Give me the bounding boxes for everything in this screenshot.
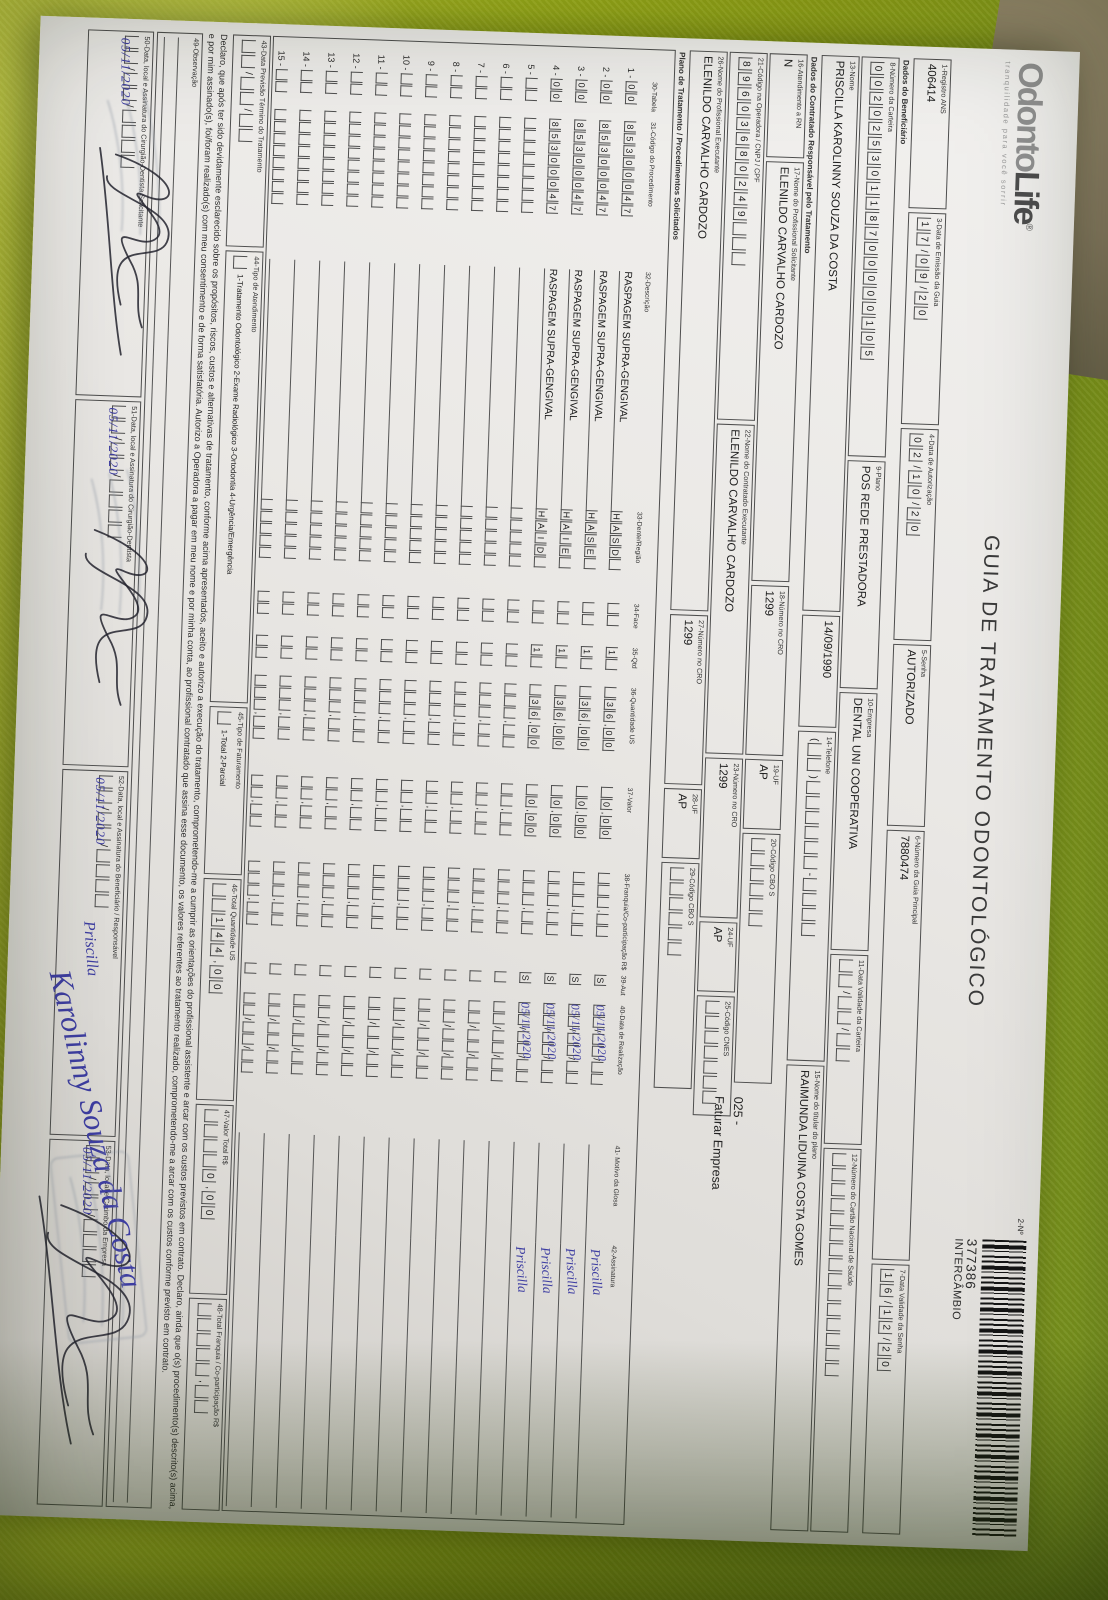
- bottom-shadow: [0, 1340, 1108, 1600]
